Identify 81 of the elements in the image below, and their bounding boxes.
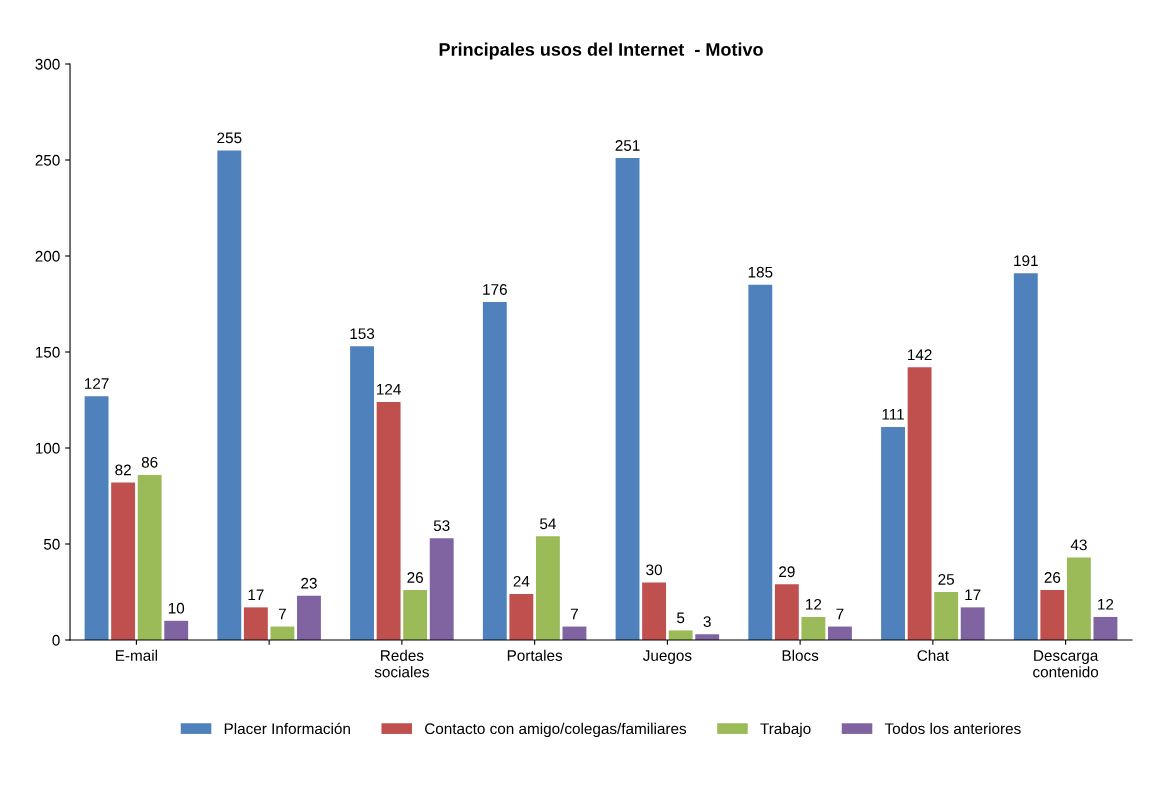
y-tick-label: 250	[35, 154, 60, 166]
y-tick-label: 0	[52, 634, 60, 646]
data-label: 17	[248, 589, 264, 601]
data-label: 24	[513, 575, 530, 587]
bar	[297, 595, 321, 640]
bar	[881, 426, 905, 640]
legend-label: Todos los anteriores	[884, 722, 1021, 735]
data-label: 12	[1098, 598, 1114, 610]
y-tick-label: 150	[35, 346, 60, 358]
bar	[482, 302, 507, 640]
data-label: 153	[350, 328, 375, 340]
bar	[429, 538, 454, 640]
bar	[535, 536, 560, 640]
data-label: 191	[1014, 255, 1038, 267]
x-tick-label: Redes sociales	[374, 649, 429, 678]
x-tick-label: Chat	[917, 649, 949, 661]
bar	[668, 630, 693, 640]
data-label: 25	[938, 573, 954, 585]
data-label: 12	[806, 598, 822, 610]
data-label: 17	[965, 589, 981, 601]
bar	[934, 592, 959, 640]
x-tick-label: Descarga contenido	[1033, 650, 1099, 678]
data-label: 10	[168, 602, 185, 614]
legend-label: Trabajo	[760, 722, 811, 738]
data-label: 86	[141, 456, 158, 468]
bar	[801, 616, 826, 640]
data-label: 3	[703, 616, 711, 628]
bar	[774, 584, 799, 640]
data-label: 7	[570, 608, 578, 620]
bar	[1040, 590, 1065, 640]
data-label: 26	[407, 572, 423, 583]
legend-label: Contacto con amigo/colegas/familiares	[425, 722, 687, 738]
bar	[907, 367, 932, 640]
data-label: 185	[748, 266, 773, 278]
bar	[164, 620, 189, 640]
legend-label: Placer Información	[224, 722, 350, 735]
data-label: 29	[779, 566, 795, 578]
y-tick-label: 100	[35, 442, 60, 454]
data-label: 255	[217, 132, 242, 144]
data-label: 23	[301, 577, 317, 589]
data-label: 30	[646, 564, 662, 576]
bar	[748, 284, 773, 640]
bar	[350, 346, 375, 640]
data-label: 26	[1044, 572, 1061, 583]
data-label: 127	[84, 378, 109, 389]
bar	[1093, 616, 1118, 640]
x-tick-label: Portales	[507, 649, 563, 661]
x-tick-label: Blocs	[782, 649, 819, 661]
data-label: 176	[483, 284, 507, 295]
data-label: 142	[908, 349, 932, 361]
bar	[84, 396, 109, 640]
bar	[828, 626, 852, 640]
x-tick-label: E-mail	[116, 649, 158, 661]
data-label: 82	[115, 464, 131, 476]
bar	[1066, 557, 1091, 640]
bar	[403, 590, 428, 640]
bar	[615, 158, 640, 640]
data-label: 53	[433, 520, 450, 532]
data-label: 43	[1070, 539, 1087, 551]
data-label: 7	[836, 608, 844, 620]
bar	[376, 401, 401, 640]
bar	[960, 607, 985, 640]
chart-title: Principales usos del Internet - Motivo	[439, 42, 763, 60]
bar	[111, 482, 136, 640]
bar	[243, 607, 268, 640]
data-label: 7	[278, 608, 286, 620]
bar	[1013, 273, 1038, 640]
bar	[137, 474, 162, 640]
y-tick-label: 50	[43, 538, 60, 550]
bar	[270, 626, 295, 640]
data-label: 251	[615, 140, 640, 151]
data-label: 54	[540, 518, 556, 530]
y-tick-label: 300	[35, 58, 60, 70]
x-tick-label: Juegos	[642, 650, 692, 664]
bar	[509, 593, 534, 640]
data-label: 111	[882, 409, 904, 420]
data-label: 5	[677, 612, 685, 624]
data-label: 124	[377, 383, 401, 395]
bar	[217, 150, 242, 640]
bar	[642, 582, 667, 640]
y-tick-label: 200	[35, 250, 60, 262]
